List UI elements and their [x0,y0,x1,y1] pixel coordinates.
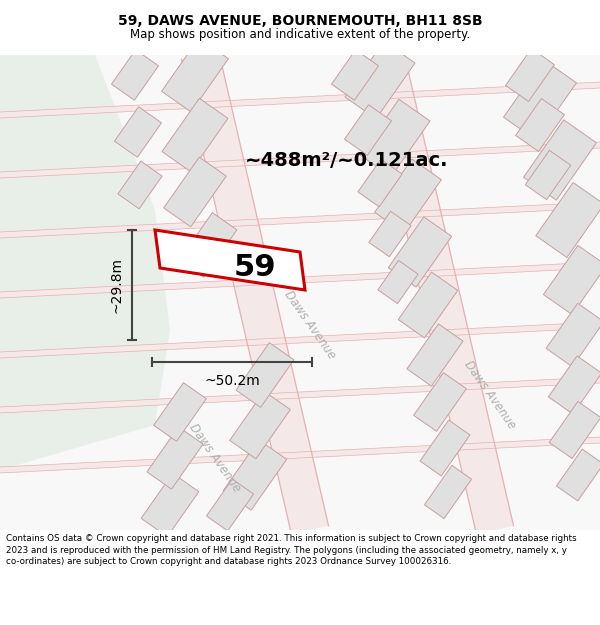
Polygon shape [413,372,466,431]
Text: Map shows position and indicative extent of the property.: Map shows position and indicative extent… [130,28,470,41]
Polygon shape [0,377,600,413]
Polygon shape [345,41,415,119]
Text: 59: 59 [233,254,277,282]
Polygon shape [161,38,229,112]
Text: ~488m²/~0.121ac.: ~488m²/~0.121ac. [245,151,449,169]
Polygon shape [164,157,226,227]
Polygon shape [424,466,472,519]
Text: Contains OS data © Crown copyright and database right 2021. This information is : Contains OS data © Crown copyright and d… [6,534,577,566]
Polygon shape [154,382,206,441]
Polygon shape [0,322,600,358]
Polygon shape [549,401,600,459]
Polygon shape [0,55,600,530]
Polygon shape [0,82,600,118]
Text: Daws Avenue: Daws Avenue [461,358,518,432]
Polygon shape [524,120,596,200]
Polygon shape [236,342,294,408]
Polygon shape [515,99,565,151]
Polygon shape [179,213,237,278]
Polygon shape [344,105,392,155]
Polygon shape [0,55,170,470]
Polygon shape [206,479,254,531]
Polygon shape [115,107,161,158]
Polygon shape [378,261,418,304]
Polygon shape [112,50,158,100]
Polygon shape [358,159,402,207]
Polygon shape [0,202,600,238]
Text: ~29.8m: ~29.8m [110,257,124,313]
Text: Daws Avenue: Daws Avenue [187,421,244,494]
Text: 59, DAWS AVENUE, BOURNEMOUTH, BH11 8SB: 59, DAWS AVENUE, BOURNEMOUTH, BH11 8SB [118,14,482,28]
Polygon shape [147,427,203,489]
Polygon shape [331,50,379,100]
Polygon shape [420,420,470,476]
Polygon shape [367,51,514,534]
Polygon shape [374,159,442,233]
Text: Daws Avenue: Daws Avenue [281,288,338,362]
Polygon shape [141,473,199,537]
Polygon shape [398,272,458,338]
Text: ~50.2m: ~50.2m [204,374,260,388]
Polygon shape [230,391,290,459]
Polygon shape [0,437,600,473]
Polygon shape [223,440,287,510]
Polygon shape [536,182,600,258]
Polygon shape [181,51,329,534]
Polygon shape [548,356,600,414]
Polygon shape [546,303,600,367]
Polygon shape [369,211,411,257]
Polygon shape [407,324,463,386]
Polygon shape [556,449,600,501]
Polygon shape [388,217,452,287]
Polygon shape [0,262,600,298]
Polygon shape [503,60,577,140]
Polygon shape [506,49,554,101]
Polygon shape [155,230,305,290]
Polygon shape [360,99,430,177]
Polygon shape [162,98,228,172]
Polygon shape [526,151,571,199]
Polygon shape [0,142,600,178]
Polygon shape [118,161,162,209]
Polygon shape [544,246,600,314]
